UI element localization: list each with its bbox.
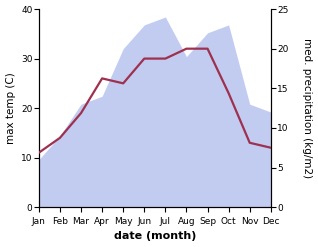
X-axis label: date (month): date (month) [114, 231, 196, 242]
Y-axis label: med. precipitation (kg/m2): med. precipitation (kg/m2) [302, 38, 313, 178]
Y-axis label: max temp (C): max temp (C) [5, 72, 16, 144]
